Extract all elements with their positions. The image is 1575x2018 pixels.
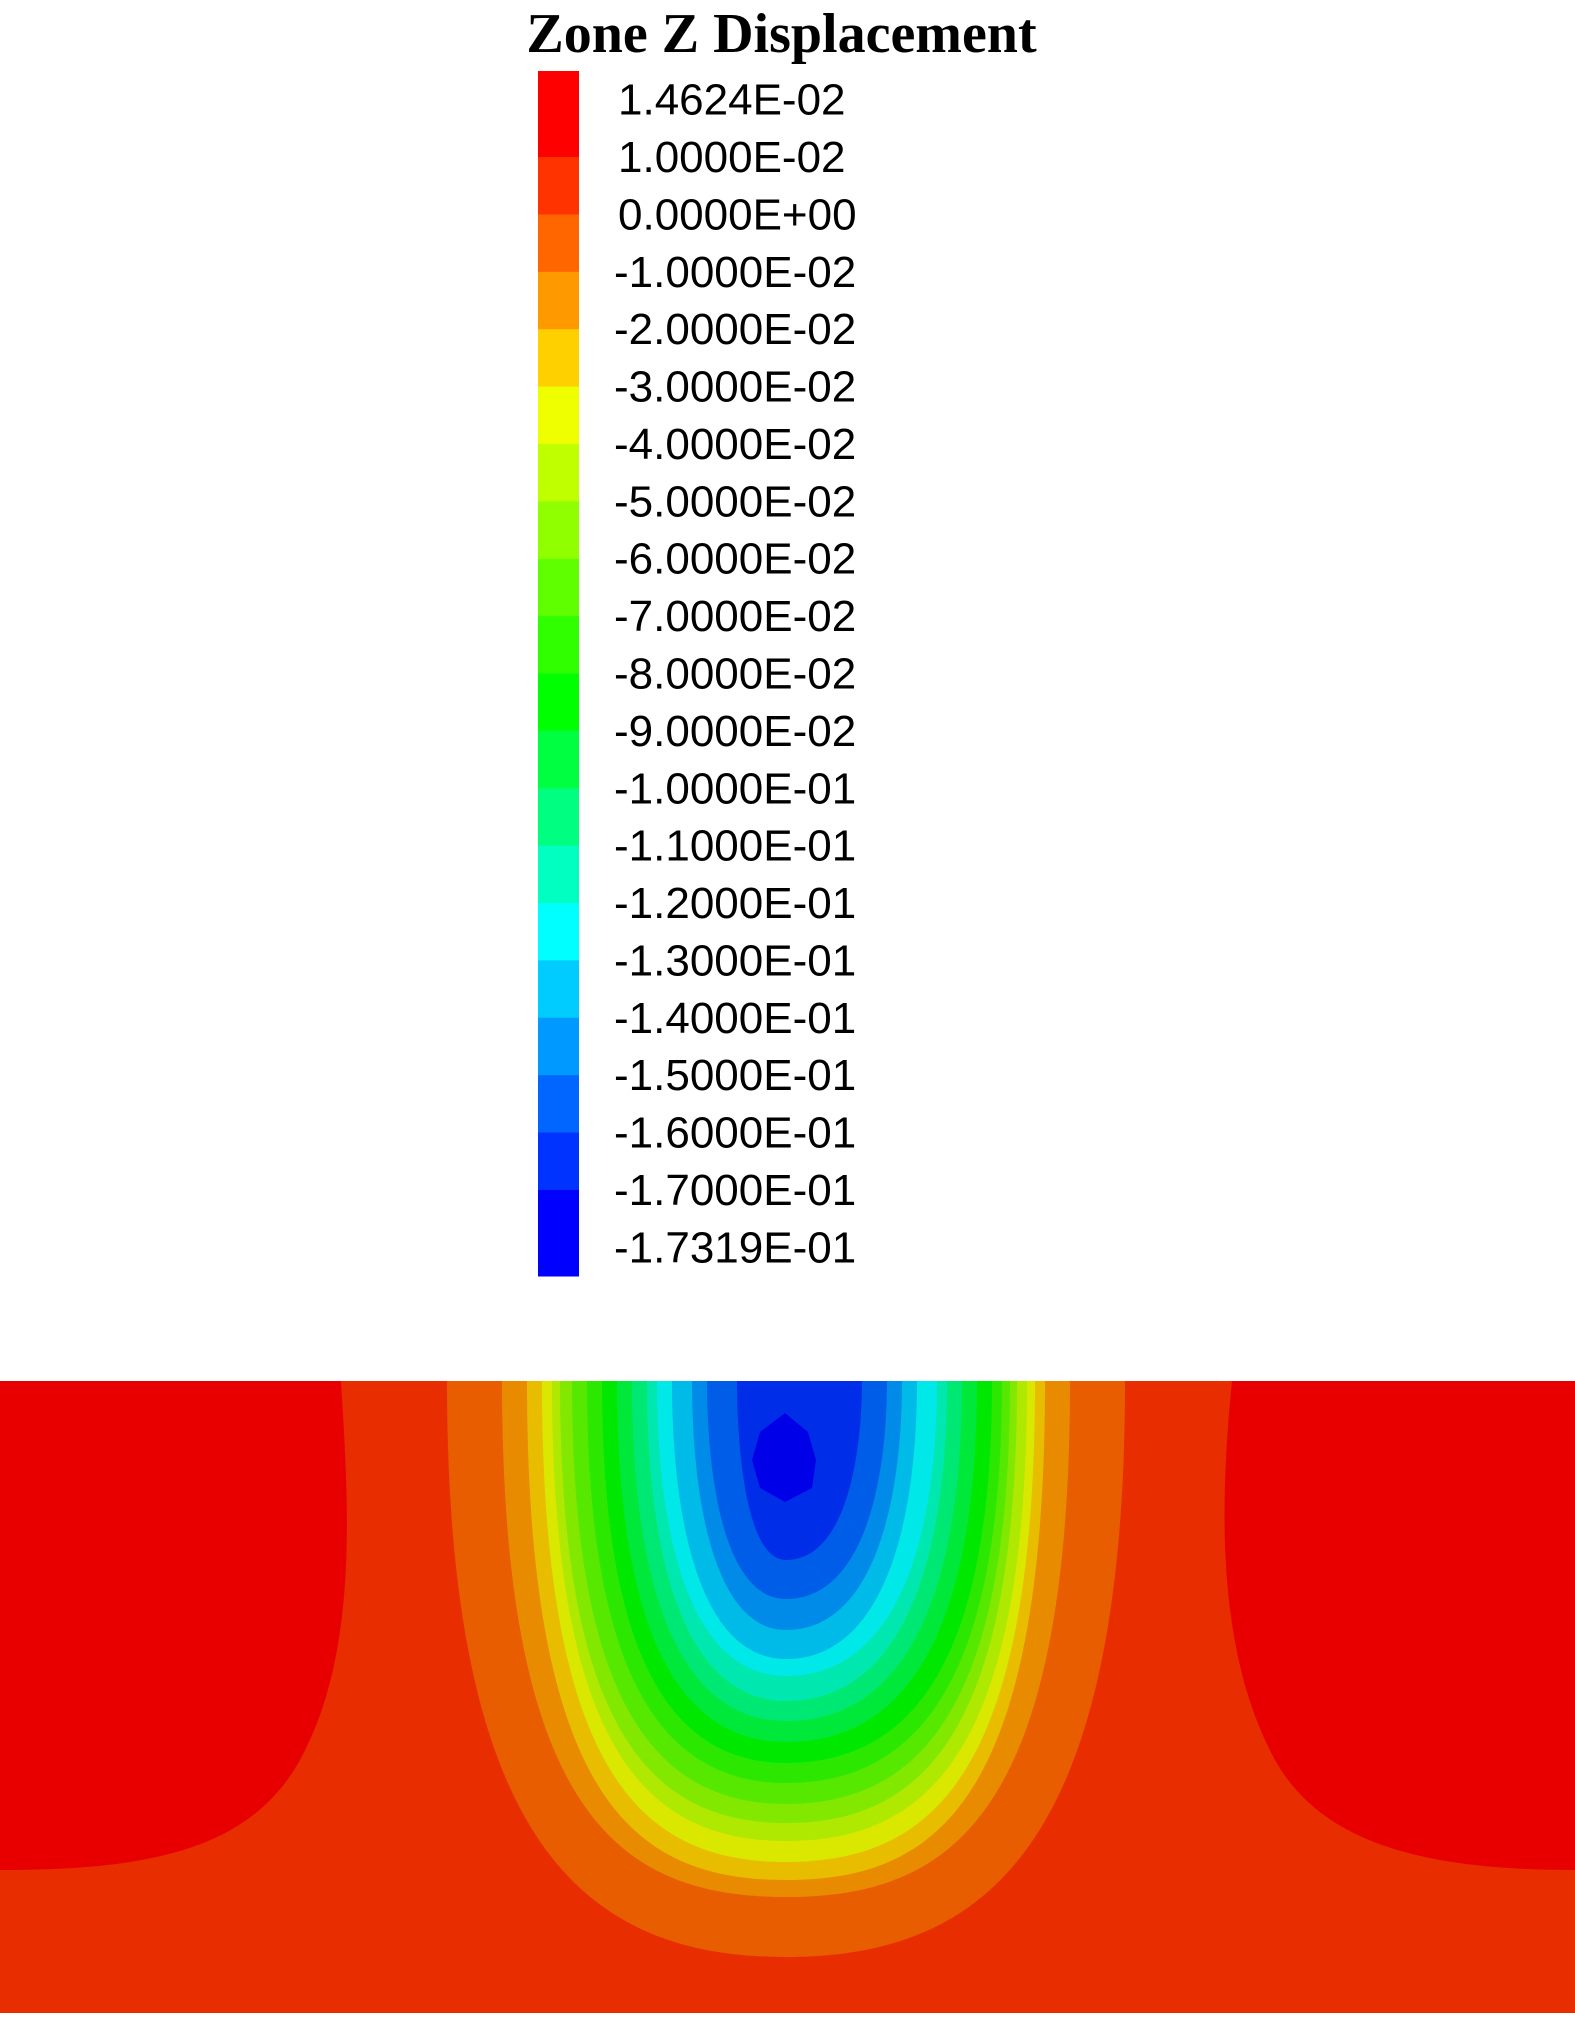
- legend-band: [538, 386, 579, 445]
- legend-band: [538, 730, 579, 789]
- legend-label: -1.3000E-01: [614, 936, 856, 985]
- legend-label: -4.0000E-02: [614, 420, 856, 469]
- legend-label: -1.7319E-01: [614, 1223, 856, 1272]
- legend-label: -1.0000E-02: [614, 248, 856, 297]
- legend-band: [538, 443, 579, 502]
- legend-band: [538, 960, 579, 1019]
- color-legend: 1.4624E-02 1.0000E-02 0.0000E+00 -1.0000E-0…: [538, 71, 857, 1277]
- legend-label: 0.0000E+00: [618, 190, 857, 239]
- legend-label: -1.7000E-01: [614, 1166, 856, 1215]
- contour-band: [0, 1381, 347, 1870]
- legend-band: [538, 71, 579, 158]
- legend-label: -1.0000E-01: [614, 764, 856, 813]
- legend-band: [538, 1075, 579, 1134]
- legend-band: [538, 1189, 579, 1277]
- legend-band: [538, 788, 579, 847]
- legend-label: 1.4624E-02: [618, 76, 846, 125]
- legend-label: -7.0000E-02: [614, 592, 856, 641]
- legend-band: [538, 501, 579, 560]
- legend-label: -1.1000E-01: [614, 822, 856, 871]
- legend-band: [538, 845, 579, 904]
- legend-band: [538, 616, 579, 674]
- legend-label: -5.0000E-02: [614, 477, 856, 526]
- legend-label: -1.5000E-01: [614, 1051, 856, 1100]
- legend-label: -9.0000E-02: [614, 707, 856, 756]
- legend-band: [538, 157, 579, 215]
- legend-label: -2.0000E-02: [614, 305, 856, 354]
- legend-label: -1.6000E-01: [614, 1109, 856, 1158]
- legend-label: -1.2000E-01: [614, 879, 856, 928]
- legend-band: [538, 1017, 579, 1076]
- legend-band: [538, 558, 579, 617]
- legend-band: [538, 903, 579, 961]
- legend-label: -8.0000E-02: [614, 650, 856, 699]
- chart-title: Zone Z Displacement: [526, 3, 1037, 65]
- legend-band: [538, 329, 579, 388]
- legend-band: [538, 271, 579, 330]
- legend-band: [538, 673, 579, 732]
- legend-band: [538, 1132, 579, 1191]
- contour-band-minimum: [752, 1413, 816, 1502]
- legend-band: [538, 214, 579, 273]
- legend-label: -1.4000E-01: [614, 994, 856, 1043]
- legend-label: 1.0000E-02: [618, 133, 846, 182]
- legend-label: -3.0000E-02: [614, 363, 856, 412]
- contour-band: [1224, 1381, 1575, 1870]
- legend-label: -6.0000E-02: [614, 535, 856, 584]
